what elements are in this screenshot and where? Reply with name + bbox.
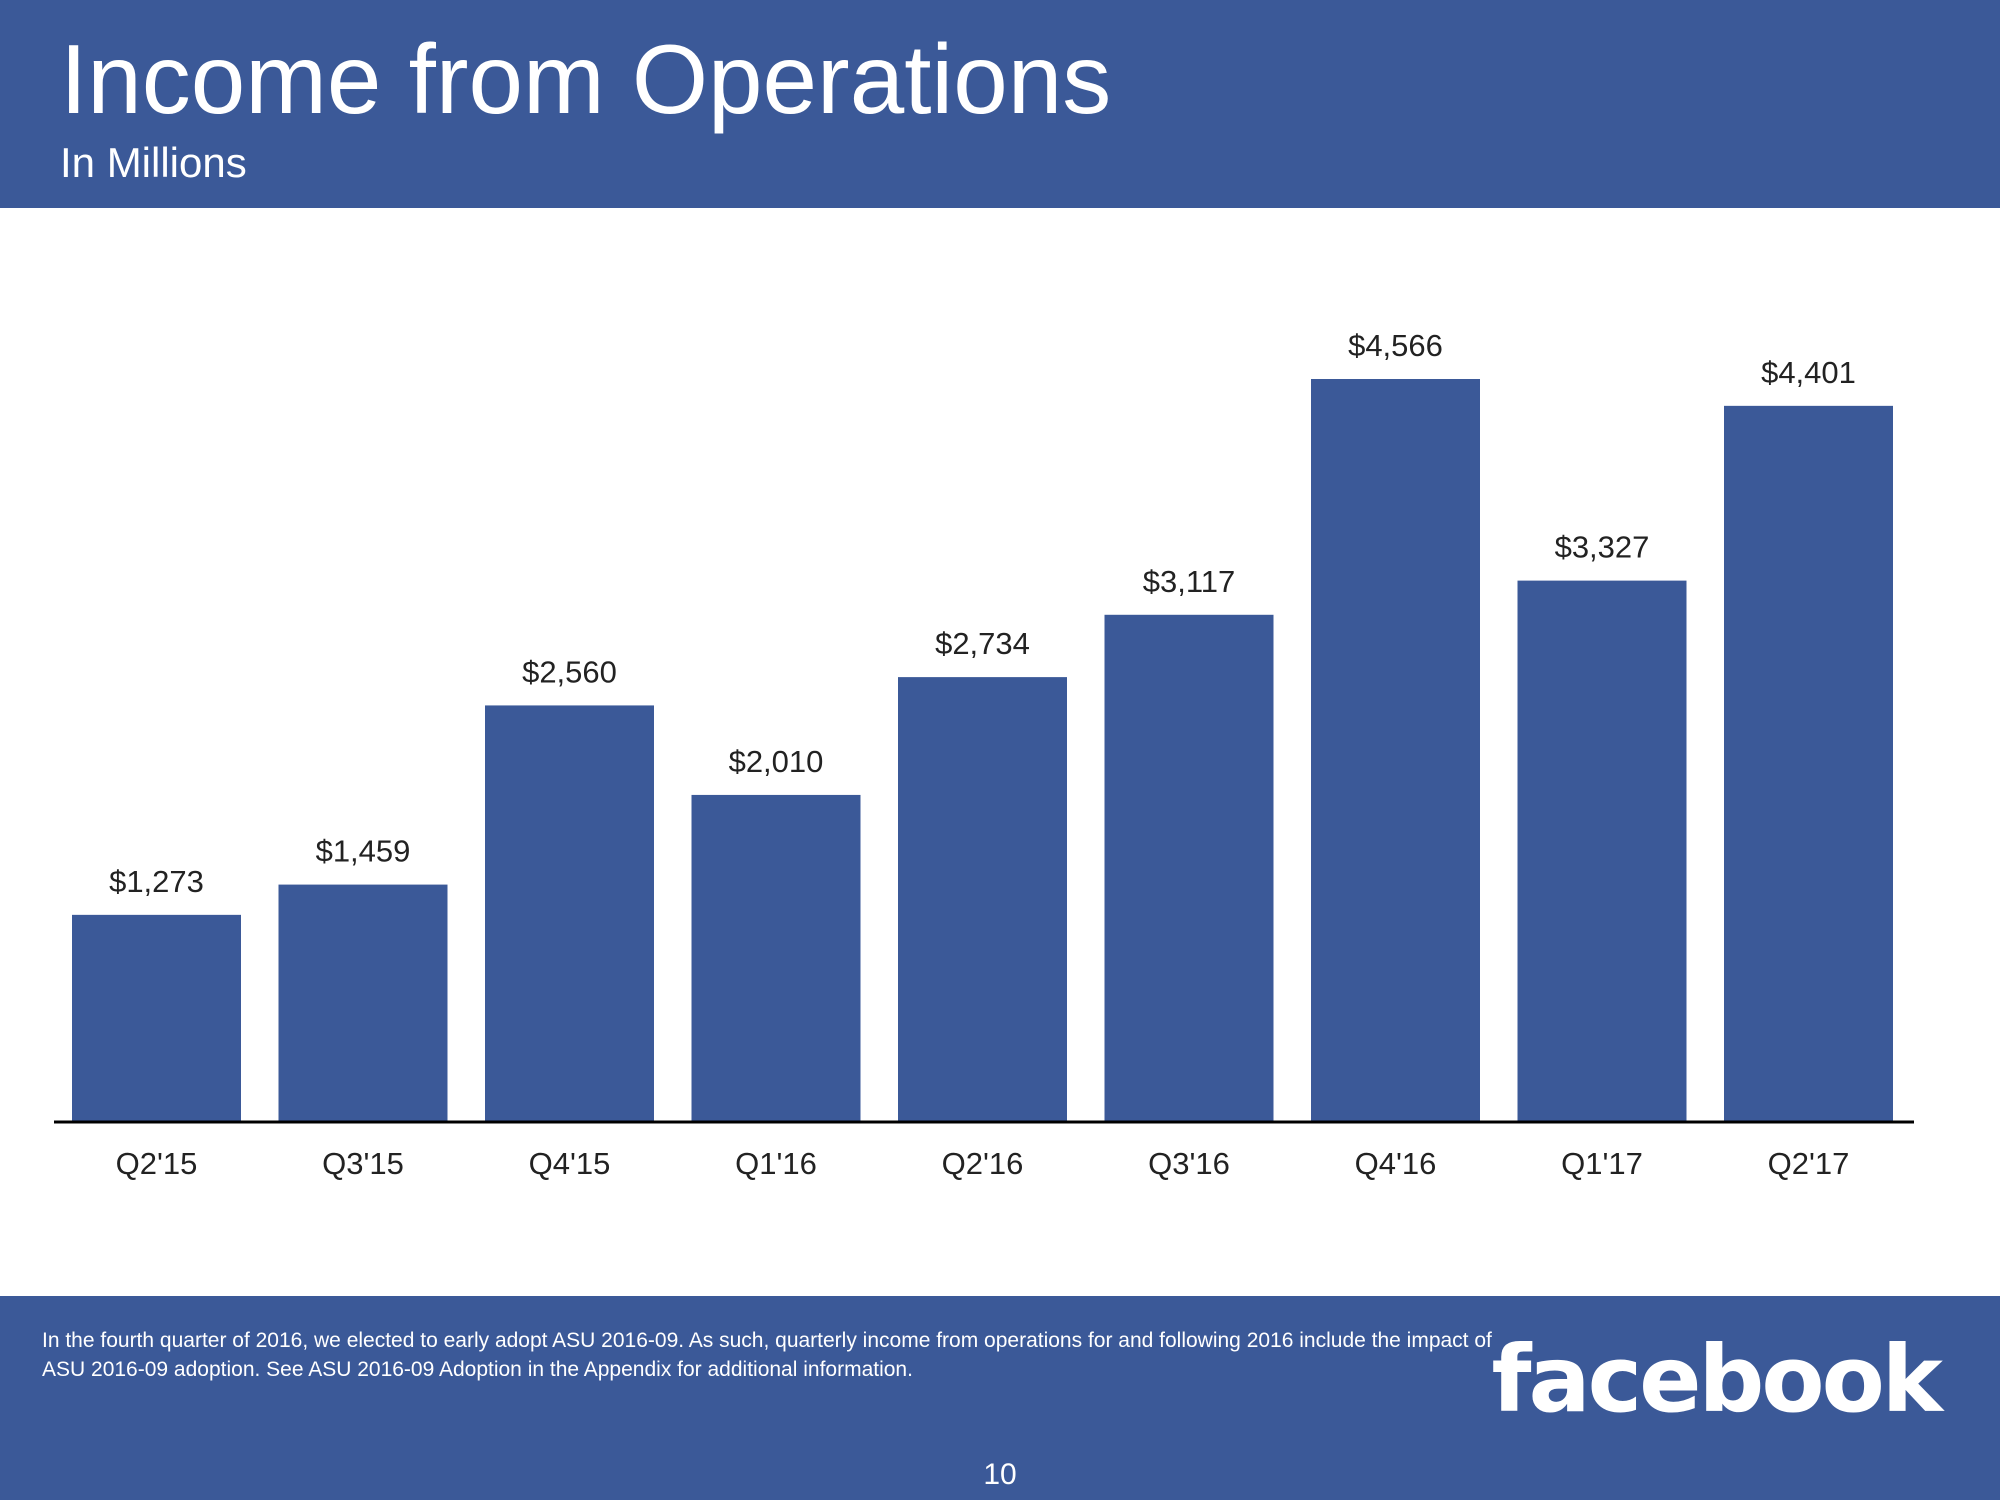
facebook-logo: facebook <box>1491 1326 1943 1433</box>
bar-6 <box>1311 379 1480 1122</box>
header-banner: Income from Operations In Millions <box>0 0 2000 208</box>
page-number: 10 <box>983 1458 1017 1491</box>
footer-banner: In the fourth quarter of 2016, we electe… <box>0 1296 2000 1500</box>
category-label-3: Q1'16 <box>735 1146 817 1181</box>
category-labels-group: Q2'15 Q3'15 Q4'15 Q1'16 Q2'16 Q3'16 Q4'16 Q1'17… <box>116 1146 1850 1181</box>
category-label-0: Q2'15 <box>116 1146 198 1181</box>
value-label-2: $2,560 <box>522 654 617 689</box>
footnote: In the fourth quarter of 2016, we electe… <box>42 1329 1492 1382</box>
category-label-2: Q4'15 <box>529 1146 611 1181</box>
value-labels-group: $1,273 $1,459 $2,560 $2,010 $2,734 $3,117 $4,5… <box>109 328 1856 899</box>
bar-0 <box>72 914 241 1122</box>
value-label-6: $4,566 <box>1348 328 1443 363</box>
bar-8 <box>1724 405 1893 1122</box>
category-label-5: Q3'16 <box>1148 1146 1230 1181</box>
bar-4 <box>898 677 1067 1122</box>
bars-group <box>72 379 1893 1122</box>
bar-chart: $1,273 $1,459 $2,560 $2,010 $2,734 $3,117 $4,5… <box>54 328 1914 1181</box>
value-label-0: $1,273 <box>109 864 204 899</box>
value-label-1: $1,459 <box>316 834 411 869</box>
category-label-4: Q2'16 <box>942 1146 1024 1181</box>
value-label-7: $3,327 <box>1555 530 1650 565</box>
page-title: Income from Operations <box>60 24 1112 134</box>
value-label-3: $2,010 <box>729 744 824 779</box>
value-label-4: $2,734 <box>935 626 1030 661</box>
page-subtitle: In Millions <box>60 139 247 186</box>
bar-2 <box>485 705 654 1122</box>
value-label-8: $4,401 <box>1761 355 1856 390</box>
category-label-7: Q1'17 <box>1561 1146 1643 1181</box>
bar-3 <box>691 794 861 1122</box>
value-label-5: $3,117 <box>1143 564 1236 599</box>
category-label-6: Q4'16 <box>1355 1146 1437 1181</box>
bar-1 <box>278 884 448 1122</box>
category-label-8: Q2'17 <box>1768 1146 1850 1181</box>
bar-7 <box>1517 580 1687 1122</box>
category-label-1: Q3'15 <box>322 1146 404 1181</box>
bar-5 <box>1104 614 1274 1122</box>
